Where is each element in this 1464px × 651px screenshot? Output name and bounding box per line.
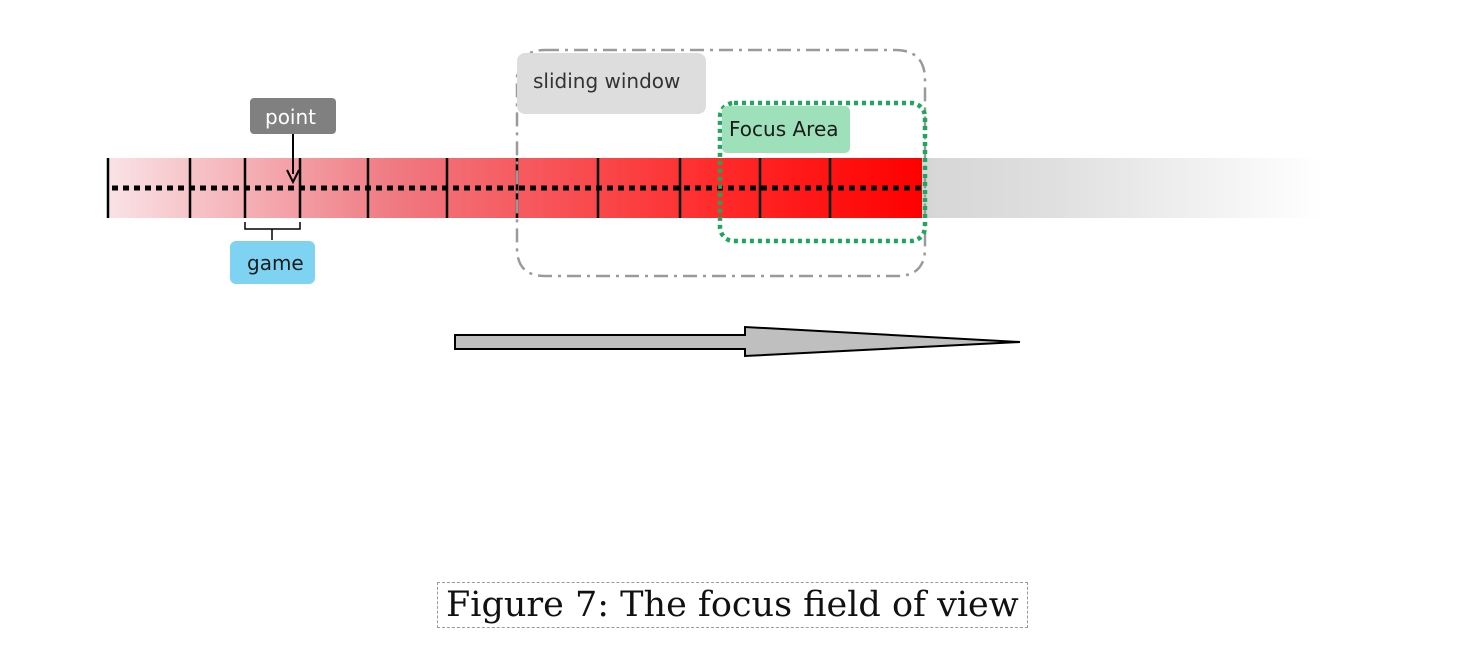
timeline-future-tail bbox=[922, 158, 1322, 218]
focus-area-label: Focus Area bbox=[729, 117, 839, 141]
direction-arrow-icon bbox=[454, 325, 1021, 358]
sliding-window-label-bg bbox=[517, 53, 706, 114]
game-label-bg bbox=[230, 241, 315, 284]
sliding-window-label: sliding window bbox=[533, 69, 680, 93]
game-bracket bbox=[244, 222, 301, 240]
game-label: game bbox=[247, 251, 304, 275]
point-label-bg bbox=[250, 98, 336, 134]
sliding-window-frame bbox=[515, 48, 927, 278]
focus-area-label-bg bbox=[722, 106, 850, 153]
point-pointer-arrow-icon bbox=[286, 169, 300, 185]
focus-area-frame bbox=[717, 100, 928, 244]
figure-caption: Figure 7: The focus field of view bbox=[437, 582, 1028, 628]
point-label: point bbox=[265, 105, 316, 129]
